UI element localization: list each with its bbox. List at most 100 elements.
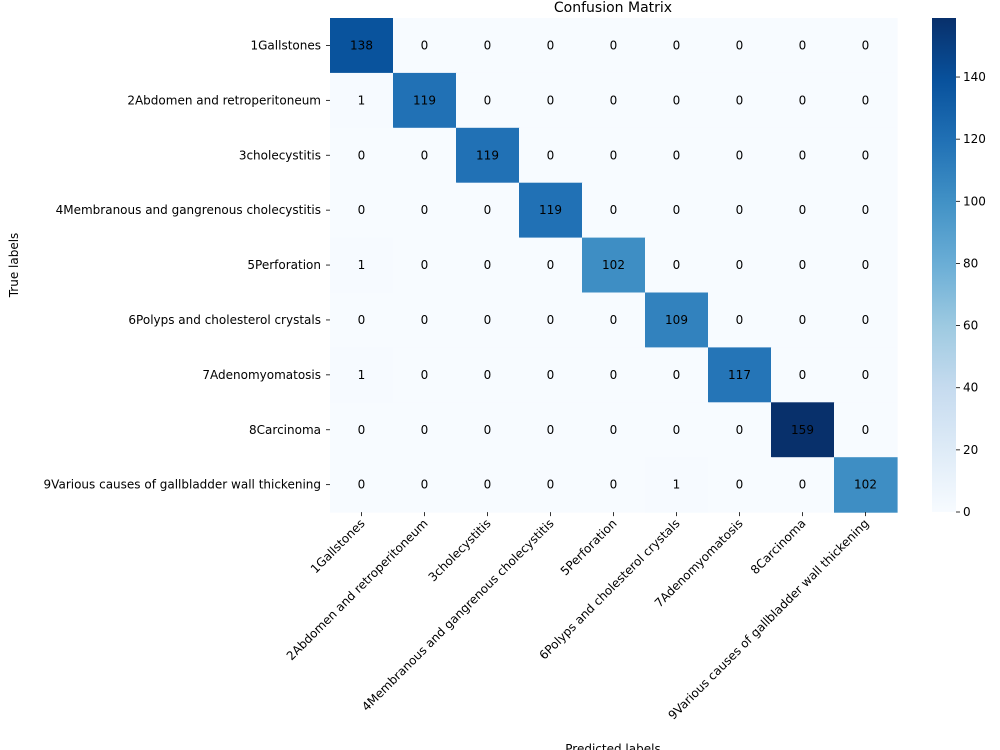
- heatmap-cell: [519, 18, 583, 74]
- heatmap-cell: [645, 292, 709, 348]
- heatmap-cell: [708, 18, 772, 74]
- y-tick-label: 7Adenomyomatosis: [202, 368, 321, 382]
- cell-value-label: 0: [736, 258, 744, 272]
- cell-value-label: 0: [673, 148, 681, 162]
- cell-value-label: 0: [799, 368, 807, 382]
- x-tick-label: 8Carcinoma: [748, 516, 809, 577]
- cell-value-label: 0: [610, 423, 618, 437]
- heatmap-cell: [330, 182, 394, 239]
- cell-value-label: 0: [484, 368, 492, 382]
- colorbar-tick-label: 120: [963, 132, 986, 146]
- heatmap-cell: [708, 457, 772, 513]
- heatmap-cell: [645, 72, 709, 129]
- heatmap-cell: [519, 347, 583, 403]
- cell-value-label: 0: [673, 38, 681, 52]
- heatmap-cell: [645, 237, 709, 294]
- y-tick-label: 1Gallstones: [251, 38, 322, 52]
- cell-value-label: 1: [358, 368, 366, 382]
- cell-value-labels: 138 0 0 0 0 0 0 0 0 1 119 0 0 0 0 0 0 0 0 0 119 0 0 0 0 0 0 0 0 0 119 0…: [350, 38, 877, 491]
- cell-value-label: 0: [547, 93, 555, 107]
- cell-value-label: 0: [736, 313, 744, 327]
- heatmap-cell: [708, 237, 772, 294]
- y-tick-label: 5Perforation: [247, 258, 321, 272]
- heatmap-cell: [834, 347, 898, 403]
- heatmap-cell: [393, 182, 457, 239]
- heatmap-cell: [519, 457, 583, 513]
- heatmap-cell: [393, 18, 457, 74]
- colorbar-tick-label: 80: [963, 256, 978, 270]
- cell-value-label: 0: [799, 93, 807, 107]
- cell-value-label: 0: [358, 148, 366, 162]
- colorbar-tick-label: 140: [963, 70, 986, 84]
- x-tick-label: 3cholecystitis: [426, 516, 494, 584]
- heatmap-cell: [834, 182, 898, 239]
- heatmap-cell: [834, 72, 898, 129]
- cell-value-label: 109: [665, 313, 688, 327]
- cell-value-label: 0: [484, 258, 492, 272]
- cell-value-label: 0: [484, 423, 492, 437]
- heatmap-cell: [645, 127, 709, 184]
- heatmap-cell: [456, 292, 520, 348]
- heatmap-cell: [330, 18, 394, 74]
- x-tick-label: 2Abdomen and retroperitoneum: [284, 516, 431, 663]
- heatmap-cell: [393, 292, 457, 348]
- heatmap-cell: [645, 182, 709, 239]
- cell-value-label: 0: [610, 313, 618, 327]
- heatmap-cell: [519, 402, 583, 458]
- cell-value-label: 0: [673, 423, 681, 437]
- heatmap-cell: [582, 292, 646, 348]
- heatmap-cell: [519, 182, 583, 239]
- cell-value-label: 0: [610, 148, 618, 162]
- cell-value-label: 0: [358, 478, 366, 492]
- cell-value-label: 0: [484, 313, 492, 327]
- colorbar-tick-label: 20: [963, 443, 978, 457]
- cell-value-label: 0: [673, 368, 681, 382]
- heatmap-cell: [771, 292, 835, 348]
- heatmap-cell: [393, 347, 457, 403]
- cell-value-label: 0: [862, 38, 870, 52]
- heatmap-cell: [519, 237, 583, 294]
- cell-value-label: 0: [547, 423, 555, 437]
- colorbar-tick-label: 0: [963, 505, 971, 519]
- heatmap-cell: [330, 402, 394, 458]
- heatmap-cell: [330, 457, 394, 513]
- cell-value-label: 0: [421, 423, 429, 437]
- heatmap-cell: [456, 402, 520, 458]
- heatmap-cell: [771, 402, 835, 458]
- heatmap-cell: [582, 127, 646, 184]
- heatmap-cell: [771, 457, 835, 513]
- y-tick-labels: 1Gallstones 2Abdomen and retroperitoneum 3…: [44, 38, 330, 492]
- heatmap-cell: [771, 127, 835, 184]
- heatmap-cell: [456, 237, 520, 294]
- cell-value-label: 0: [421, 258, 429, 272]
- colorbar-tick-label: 40: [963, 381, 978, 395]
- cell-value-label: 0: [862, 203, 870, 217]
- heatmap-cell: [708, 72, 772, 129]
- heatmap-cell: [645, 18, 709, 74]
- cell-value-label: 0: [736, 93, 744, 107]
- cell-value-label: 0: [421, 203, 429, 217]
- heatmap-cell: [771, 18, 835, 74]
- cell-value-label: 0: [358, 203, 366, 217]
- y-tick-label: 9Various causes of gallbladder wall thic…: [44, 478, 321, 492]
- cell-value-label: 102: [854, 478, 877, 492]
- heatmap-cell: [834, 18, 898, 74]
- cell-value-label: 0: [736, 38, 744, 52]
- heatmap-cell: [456, 127, 520, 184]
- x-tick-label: 5Perforation: [558, 516, 620, 578]
- heatmap-cell: [519, 292, 583, 348]
- heatmap-cell: [645, 402, 709, 458]
- cell-value-label: 0: [547, 313, 555, 327]
- heatmap-cell: [834, 127, 898, 184]
- cell-value-label: 0: [610, 38, 618, 52]
- cell-value-label: 0: [799, 148, 807, 162]
- y-tick-label: 2Abdomen and retroperitoneum: [127, 93, 321, 107]
- heatmap-cell: [330, 292, 394, 348]
- cell-value-label: 0: [736, 148, 744, 162]
- cell-value-label: 0: [799, 258, 807, 272]
- heatmap-cell: [582, 72, 646, 129]
- cell-value-label: 0: [421, 148, 429, 162]
- cell-value-label: 1: [358, 93, 366, 107]
- chart-title: Confusion Matrix: [554, 0, 672, 16]
